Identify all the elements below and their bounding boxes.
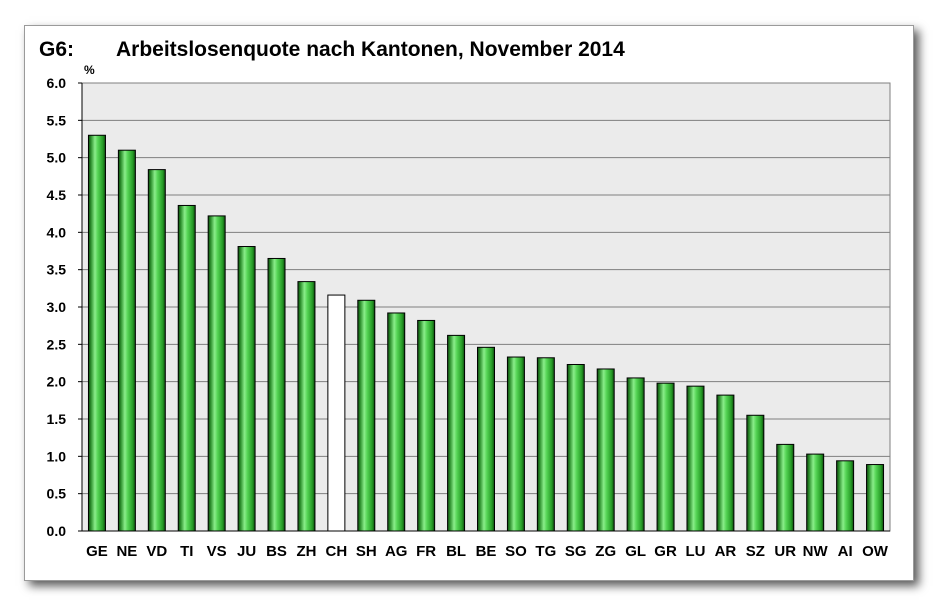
- y-axis-ticks: 0.0 0.5 1.0 1.5 2.0 2.5 3.0 3.5 4.0 4.5 5.0 5.5 6.0: [47, 75, 82, 539]
- y-tick-label: 1.0: [47, 448, 67, 464]
- bar-chart: G6: Arbeitslosenquote nach Kantonen, Nov…: [39, 38, 891, 560]
- y-tick-label: 3.0: [47, 299, 67, 315]
- bar-ar: [716, 394, 735, 532]
- bar-bl: [447, 334, 466, 532]
- y-tick-label: 2.0: [47, 374, 67, 390]
- x-tick-label: SZ: [746, 543, 765, 560]
- bar-so: [506, 356, 525, 532]
- bar-ow: [866, 464, 885, 532]
- bar-nw: [806, 453, 825, 532]
- y-tick-label: 5.0: [47, 150, 67, 166]
- bar-sz: [746, 414, 765, 532]
- y-tick-label: 4.0: [47, 224, 67, 240]
- bar-tg: [536, 357, 555, 532]
- x-tick-label: AG: [385, 543, 408, 560]
- x-tick-label: AR: [715, 543, 737, 560]
- x-tick-label: ZH: [296, 543, 316, 560]
- x-tick-label: BS: [266, 543, 287, 560]
- bar-gr: [656, 382, 675, 532]
- x-tick-label: NW: [803, 543, 829, 560]
- bar-zg: [596, 368, 615, 532]
- x-tick-label: NE: [116, 543, 137, 560]
- x-tick-label: BL: [446, 543, 466, 560]
- y-tick-label: 2.5: [47, 336, 67, 352]
- x-tick-label: TI: [180, 543, 193, 560]
- x-tick-label: SO: [505, 543, 527, 560]
- bar-vd: [147, 169, 166, 532]
- x-tick-label: TG: [535, 543, 556, 560]
- x-tick-label: LU: [685, 543, 705, 560]
- x-tick-label: UR: [774, 543, 796, 560]
- x-tick-label: VS: [207, 543, 227, 560]
- y-tick-label: 3.5: [47, 262, 67, 278]
- y-tick-label: 0.5: [47, 486, 67, 502]
- bar-ne: [117, 149, 136, 532]
- chart-frame: G6: Arbeitslosenquote nach Kantonen, Nov…: [24, 25, 914, 581]
- bar-ju: [237, 246, 256, 532]
- bar-sh: [357, 299, 376, 532]
- x-tick-label: ZG: [595, 543, 616, 560]
- x-tick-label: JU: [237, 543, 256, 560]
- bar-ur: [776, 443, 795, 532]
- bar-ch: [327, 294, 346, 532]
- x-tick-label: SH: [356, 543, 377, 560]
- x-tick-label: OW: [862, 543, 889, 560]
- bar-lu: [686, 385, 705, 532]
- x-tick-label: VD: [146, 543, 167, 560]
- bar-bs: [267, 257, 286, 532]
- x-axis-ticks: GE NE VD TI VS JU BS ZH CH SH AG FR BL BE SO TG SG ZG GL GR…: [86, 543, 889, 560]
- bar-ti: [177, 204, 196, 532]
- y-tick-label: 4.5: [47, 187, 67, 203]
- bars: [87, 134, 885, 532]
- bar-sg: [566, 363, 585, 532]
- y-axis-unit: %: [84, 63, 95, 77]
- y-tick-label: 5.5: [47, 112, 67, 128]
- y-tick-label: 0.0: [47, 523, 67, 539]
- y-tick-label: 1.5: [47, 411, 67, 427]
- bar-ai: [836, 460, 855, 532]
- x-tick-label: GR: [654, 543, 677, 560]
- x-tick-label: AI: [838, 543, 853, 560]
- y-tick-label: 6.0: [47, 75, 67, 91]
- x-tick-label: BE: [476, 543, 497, 560]
- bar-zh: [297, 281, 316, 532]
- bar-fr: [417, 319, 436, 532]
- bar-gl: [626, 377, 645, 532]
- bar-vs: [207, 215, 226, 532]
- x-tick-label: GE: [86, 543, 108, 560]
- x-tick-label: GL: [625, 543, 646, 560]
- bar-ge: [87, 134, 106, 532]
- bar-ag: [387, 312, 406, 532]
- figure-label: G6:: [39, 38, 74, 61]
- x-tick-label: SG: [565, 543, 587, 560]
- x-tick-label: FR: [416, 543, 436, 560]
- x-tick-label: CH: [326, 543, 348, 560]
- chart-title: Arbeitslosenquote nach Kantonen, Novembe…: [116, 38, 625, 61]
- bar-be: [477, 346, 495, 532]
